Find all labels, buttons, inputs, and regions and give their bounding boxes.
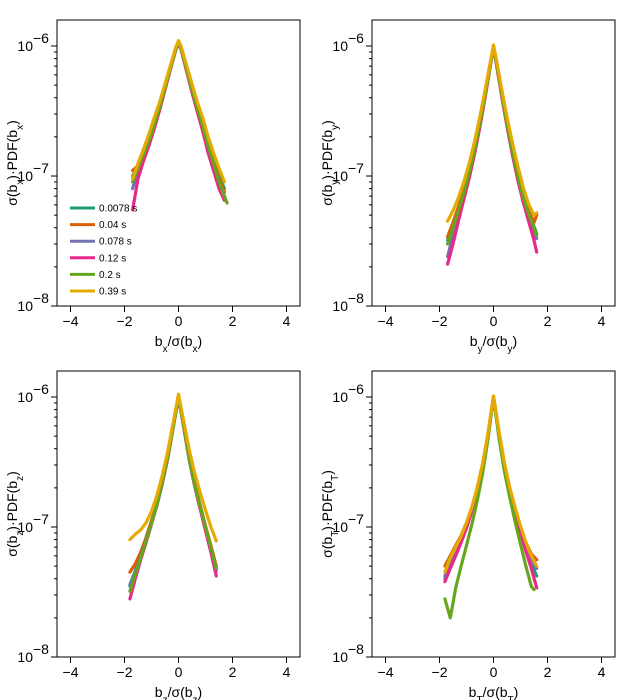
y-tick-label: 10 [17,519,33,535]
legend: 0.0078 s 0.04 s 0.078 s 0.12 s 0.2 s 0.39 s [70,204,137,298]
x-tick-label: −2 [117,664,133,680]
y-axis-label: σ(bz)·PDF(bz) [4,471,26,557]
panel-x: −4 −2 0 2 410−810−710 −6σ(bx)·PDF(bx)bx/σ(bx)… [4,19,301,355]
x-tick-label: 0 [490,313,498,329]
y-tick-label: 10 [17,389,33,405]
x-tick-label: 2 [229,313,237,329]
y-tick-exponent: −8 [33,641,49,657]
x-tick-label: 2 [544,664,552,680]
plot-frame [56,370,301,658]
x-axis-label: bT/σ(bT) [469,684,519,700]
panel-y: −4 −2 0 2 410−810−710 −6σ(by)·PDF(by)by/σ(by) [319,19,616,355]
panel-T: −4 −2 0 2 410−810−710 −6σ(bT)·PDF(bT)bT/σ(bT) [319,370,616,700]
y-tick-label: 10 [332,298,348,314]
y-tick-exponent: −7 [33,511,49,527]
y-tick-label: 10 [332,519,348,535]
x-tick-label: 0 [175,664,183,680]
y-tick-exponent: −6 [33,30,49,46]
legend-label: 0.12 s [99,253,126,264]
plot-frame [56,19,301,307]
x-tick-label: 4 [283,313,291,329]
legend-label: 0.39 s [99,287,126,298]
series-line-0_0078_s [131,40,226,191]
y-tick-label: 10 [332,389,348,405]
y-tick-label: 10 [332,168,348,184]
series-line-0_04_s [131,40,226,194]
y-tick-label: 10 [17,38,33,54]
y-tick-label: 10 [17,298,33,314]
y-tick-exponent: −7 [348,511,364,527]
y-tick-exponent: −6 [348,30,364,46]
x-tick-label: −2 [117,313,133,329]
x-axis-label: by/σ(by) [470,333,517,355]
y-tick-exponent: −7 [33,160,49,176]
y-tick-exponent: −6 [33,381,49,397]
y-axis-label: σ(bx)·PDF(bx) [4,120,26,206]
x-axis-label: bz/σ(bz) [155,684,202,700]
series-line-0_12_s [131,41,226,212]
y-axis-label: σ(by)·PDF(by) [319,120,341,206]
y-tick-label: 10 [332,649,348,665]
legend-label: 0.2 s [99,270,121,281]
y-tick-exponent: −6 [348,381,364,397]
y-tick-exponent: −8 [348,290,364,306]
x-tick-label: −4 [63,664,79,680]
y-tick-label: 10 [332,38,348,54]
series-line-0_2_s [131,40,229,205]
series-line-0_078_s [131,40,226,198]
x-tick-label: 0 [490,664,498,680]
x-tick-label: 4 [598,313,606,329]
x-tick-label: −4 [63,313,79,329]
x-axis-label: bx/σ(bx) [155,333,202,355]
x-tick-label: 2 [544,313,552,329]
legend-label: 0.078 s [99,237,132,248]
y-tick-label: 10 [17,168,33,184]
legend-label: 0.0078 s [99,204,137,215]
y-tick-label: 10 [17,649,33,665]
series-line-0_39_s [443,394,539,574]
series-line-0_39_s [128,392,218,543]
x-tick-label: −4 [378,313,394,329]
y-tick-exponent: −8 [348,641,364,657]
panel-z: −4 −2 0 2 410−810−710 −6σ(bz)·PDF(bz)bz/σ(bz) [4,370,301,700]
series-line-0_12_s [446,44,539,266]
y-tick-exponent: −8 [33,290,49,306]
y-tick-exponent: −7 [348,160,364,176]
x-tick-label: 2 [229,664,237,680]
x-tick-label: 4 [283,664,291,680]
x-tick-label: −2 [432,664,448,680]
series-line-0_078_s [446,44,539,259]
y-axis-label: σ(bT)·PDF(bT) [319,470,341,558]
x-tick-label: 4 [598,664,606,680]
plot-frame [371,370,616,658]
series-line-0_39_s [446,43,539,223]
x-tick-label: 0 [175,313,183,329]
plot-frame [371,19,616,307]
x-tick-label: −2 [432,313,448,329]
x-tick-label: −4 [378,664,394,680]
series-line-0_39_s [131,38,226,184]
legend-label: 0.04 s [99,220,126,231]
